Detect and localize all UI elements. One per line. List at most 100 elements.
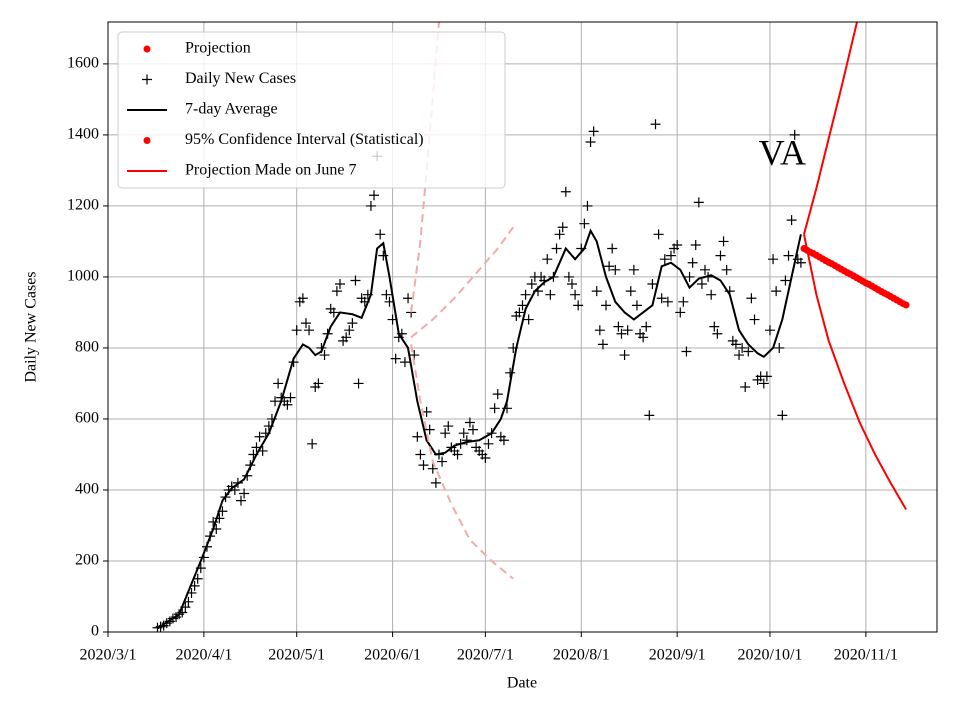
plus-marker xyxy=(418,460,429,471)
plus-marker xyxy=(520,289,531,300)
plus-marker xyxy=(526,279,537,290)
plus-marker xyxy=(369,190,380,201)
y-axis-label: Daily New Cases xyxy=(23,271,40,382)
plus-marker xyxy=(734,350,745,361)
plus-marker xyxy=(254,431,265,442)
plus-marker xyxy=(746,293,757,304)
plus-marker xyxy=(560,186,571,197)
x-tick-label: 2020/4/1 xyxy=(175,647,232,664)
plus-marker xyxy=(545,289,556,300)
plus-marker xyxy=(613,321,624,332)
plus-marker xyxy=(610,264,621,275)
plus-marker xyxy=(582,200,593,211)
plus-marker xyxy=(297,293,308,304)
legend: Projection Daily New Cases 7-day Average 95… xyxy=(117,31,506,189)
plus-marker xyxy=(273,378,284,389)
plot-area xyxy=(152,22,910,632)
plus-marker xyxy=(780,275,791,286)
x-axis-label: Date xyxy=(507,675,537,692)
x-tick-label: 2020/8/1 xyxy=(553,647,610,664)
plus-marker xyxy=(480,453,491,464)
plus-marker xyxy=(489,403,500,414)
plus-marker xyxy=(458,428,469,439)
plus-marker xyxy=(585,137,596,148)
y-tick-label: 1600 xyxy=(67,55,99,72)
plus-marker xyxy=(672,239,683,250)
plus-marker xyxy=(771,286,782,297)
plus-marker xyxy=(684,271,695,282)
x-tick-label: 2020/6/1 xyxy=(364,647,421,664)
plus-marker xyxy=(789,129,800,140)
plus-marker xyxy=(381,289,392,300)
plus-marker xyxy=(644,410,655,421)
plus-marker xyxy=(313,378,324,389)
plus-marker xyxy=(498,435,509,446)
plus-marker xyxy=(718,236,729,247)
plus-marker xyxy=(378,250,389,261)
plus-marker xyxy=(758,378,769,389)
plus-marker xyxy=(607,243,618,254)
plus-marker xyxy=(347,318,358,329)
x-tick-label: 2020/5/1 xyxy=(268,647,325,664)
plus-marker xyxy=(300,318,311,329)
plus-marker xyxy=(628,264,639,275)
plus-marker xyxy=(350,275,361,286)
plus-marker xyxy=(588,126,599,137)
plus-marker xyxy=(783,250,794,261)
y-tick-label: 0 xyxy=(91,623,99,640)
plus-marker xyxy=(427,463,438,474)
plus-marker xyxy=(631,300,642,311)
plus-marker xyxy=(761,371,772,382)
plus-marker xyxy=(749,314,760,325)
plus-marker xyxy=(678,296,689,307)
x-tick-label: 2020/3/1 xyxy=(80,647,137,664)
plus-marker xyxy=(517,300,528,311)
y-tick-label: 1200 xyxy=(67,197,99,214)
plus-marker xyxy=(570,289,581,300)
plus-marker xyxy=(662,296,673,307)
plus-marker xyxy=(331,286,342,297)
plus-marker xyxy=(656,293,667,304)
x-tick-label: 2020/11/1 xyxy=(834,647,898,664)
plus-marker xyxy=(650,119,661,130)
plus-marker xyxy=(307,438,318,449)
plus-marker xyxy=(601,300,612,311)
plus-marker xyxy=(616,328,627,339)
plus-marker xyxy=(542,254,553,265)
plus-marker xyxy=(597,339,608,350)
plus-marker xyxy=(440,428,451,439)
plus-marker xyxy=(786,215,797,226)
plus-marker xyxy=(774,342,785,353)
line xyxy=(803,22,907,511)
plus-marker xyxy=(653,229,664,240)
plus-marker xyxy=(365,200,376,211)
legend-marker xyxy=(143,45,151,53)
plus-marker xyxy=(740,382,751,393)
plus-marker xyxy=(514,307,525,318)
plus-marker xyxy=(721,264,732,275)
annotation: VA xyxy=(759,132,806,172)
plus-marker xyxy=(291,325,302,336)
plus-marker xyxy=(341,332,352,343)
plus-marker xyxy=(764,325,775,336)
plus-marker xyxy=(437,456,448,467)
plus-marker xyxy=(557,222,568,233)
plus-marker xyxy=(334,279,345,290)
legend-marker xyxy=(143,137,151,144)
y-tick-label: 400 xyxy=(75,481,99,498)
plus-marker xyxy=(566,279,577,290)
plus-marker xyxy=(700,264,711,275)
plus-marker xyxy=(468,424,479,435)
x-tick-label: 2020/10/1 xyxy=(738,647,803,664)
plus-marker xyxy=(591,286,602,297)
plus-marker xyxy=(690,239,701,250)
plus-marker xyxy=(619,350,630,361)
legend-label: Projection xyxy=(185,40,251,57)
legend-marker xyxy=(142,74,152,85)
plus-marker xyxy=(625,286,636,297)
plus-marker xyxy=(452,449,463,460)
plus-marker xyxy=(712,328,723,339)
plus-marker xyxy=(554,229,565,240)
plus-marker xyxy=(415,449,426,460)
plus-marker xyxy=(328,307,339,318)
